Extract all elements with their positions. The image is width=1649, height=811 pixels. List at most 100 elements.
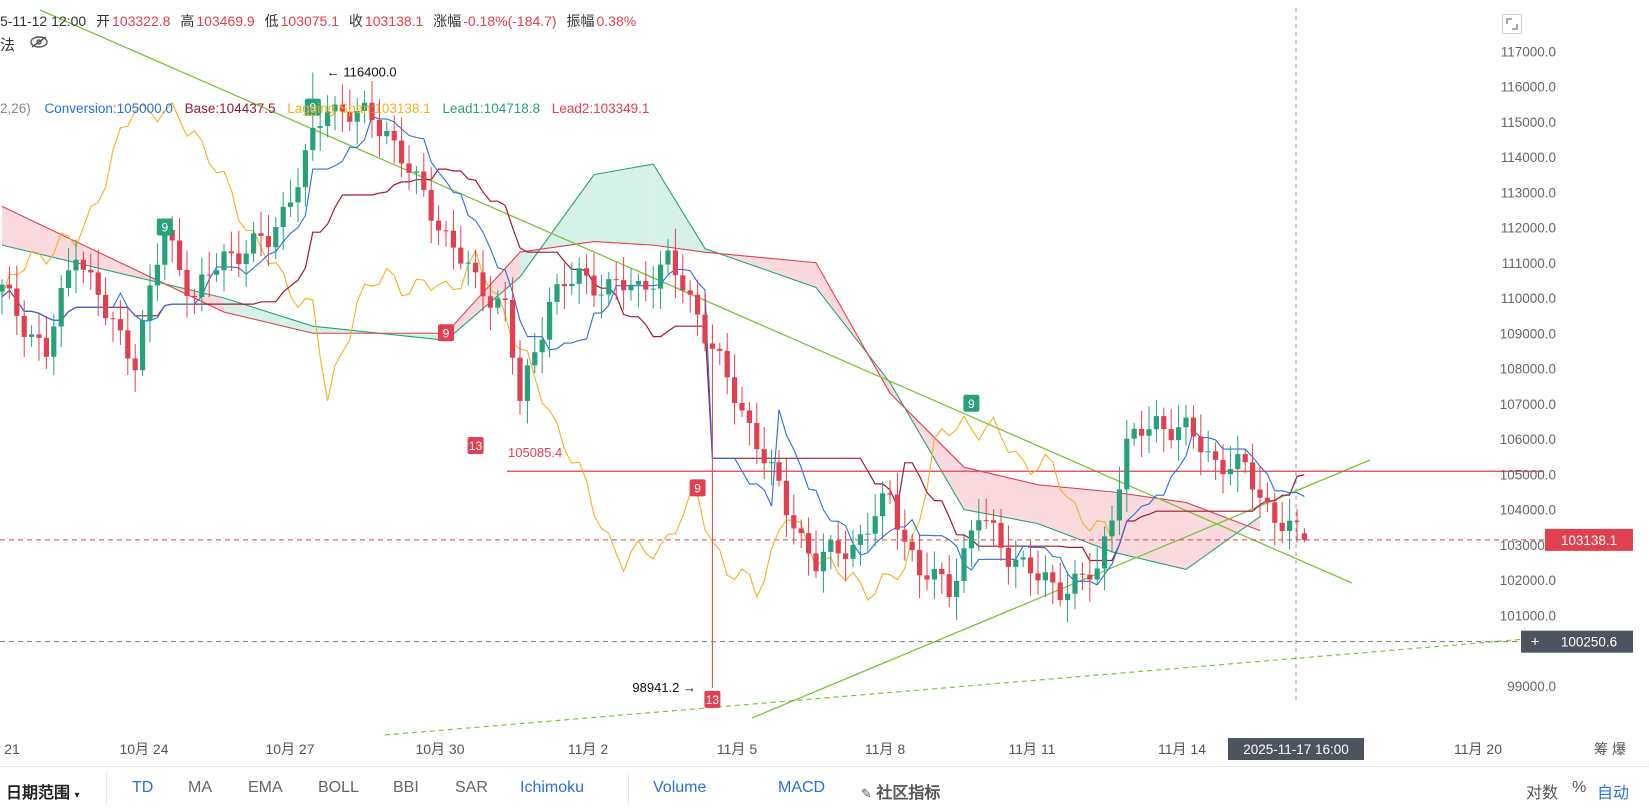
dashed-support-line	[384, 637, 1539, 736]
candle-body	[739, 402, 745, 411]
indicator-bbi[interactable]: BBI	[393, 779, 419, 796]
high-value: 103469.9	[196, 13, 255, 29]
candle-body	[162, 230, 168, 265]
low-marker-label: 98941.2 →	[632, 680, 696, 695]
indicator-boll[interactable]: BOLL	[318, 779, 359, 796]
candle-body	[702, 314, 708, 344]
candle-body	[665, 250, 671, 265]
candle-body	[798, 528, 804, 534]
td-badge	[689, 479, 706, 497]
candle-body	[1205, 451, 1211, 453]
candle-body	[917, 550, 923, 576]
candle-body	[1287, 520, 1293, 531]
fullscreen-button[interactable]	[1502, 14, 1522, 34]
y-tick-label: 117000.0	[1501, 44, 1556, 59]
indicator-sar[interactable]: SAR	[455, 779, 488, 796]
candle-body	[95, 272, 101, 295]
candle-body	[1087, 574, 1093, 580]
candle-body	[828, 540, 834, 552]
candle-body	[687, 290, 693, 295]
candle-body	[347, 111, 353, 122]
candle-body	[6, 284, 12, 289]
eye-hidden-icon[interactable]	[30, 36, 48, 48]
indicator-td[interactable]: TD	[132, 779, 154, 796]
price-chart[interactable]: 105085.4 9 9 9 13 9 9 13 ← 116400.0 98941.2 → 1170…	[0, 0, 1649, 766]
indicator-ma[interactable]: MA	[188, 779, 212, 796]
candle-body	[569, 283, 575, 287]
date-range-button[interactable]: 日期范围 ▾	[6, 779, 80, 803]
candle-body	[1235, 454, 1241, 470]
y-tick-label: 101000.0	[1500, 608, 1556, 623]
candle-body	[421, 171, 427, 190]
y-tick-label: 115000.0	[1501, 115, 1556, 130]
candle-body	[1005, 547, 1011, 567]
candle-body	[413, 171, 419, 173]
candle-body	[539, 339, 545, 353]
x-tick-label: 11月 20	[1454, 741, 1502, 757]
indicator-toolbar: 日期范围 ▾ TD MA EMA BOLL BBI SAR Ichimoku V…	[0, 766, 1649, 811]
candle-body	[709, 343, 715, 349]
candle-body	[783, 480, 789, 516]
candle-body	[998, 522, 1004, 548]
candle-body	[584, 268, 590, 276]
indicator-ichimoku[interactable]: Ichimoku	[520, 779, 585, 796]
amplitude-label: 振幅	[566, 13, 595, 29]
candle-body	[1301, 533, 1307, 540]
lead2-line	[1, 205, 1261, 532]
cloud-bear-segment	[964, 467, 1038, 524]
base-line	[1, 168, 1305, 562]
auto-scale-toggle[interactable]: 自动	[1597, 785, 1630, 802]
candle-body	[635, 280, 641, 285]
candle-body	[865, 533, 871, 535]
y-tick-label: 111000.0	[1502, 256, 1556, 271]
y-tick-label: 104000.0	[1500, 503, 1556, 518]
chevron-down-icon: ▾	[74, 790, 80, 801]
legend-base: Base:104437.5	[184, 101, 276, 116]
candle-body	[376, 120, 382, 137]
indicator-volume[interactable]: Volume	[653, 779, 707, 796]
y-tick-label: 112000.0	[1501, 221, 1556, 236]
candle-body	[946, 574, 952, 598]
indicator-ema[interactable]: EMA	[248, 779, 283, 796]
divider	[628, 773, 629, 805]
candle-body	[1242, 454, 1248, 463]
candle-body	[221, 251, 227, 271]
candle-body	[450, 230, 456, 248]
candle-body	[428, 189, 434, 221]
candle-body	[43, 337, 49, 357]
y-tick-label: 99000.0	[1507, 679, 1556, 694]
td-badge-label: 13	[706, 693, 720, 707]
x-tick-label: 10月 30	[415, 741, 464, 757]
candle-body	[547, 301, 553, 340]
candle-body	[51, 326, 57, 357]
log-scale-toggle[interactable]: 对数	[1526, 785, 1559, 802]
candle-body	[983, 520, 989, 522]
percent-scale-toggle[interactable]: %	[1572, 779, 1587, 796]
td-badge-label: 9	[161, 221, 168, 235]
candle-body	[880, 493, 886, 517]
indicator-macd[interactable]: MACD	[778, 779, 826, 796]
community-indicators-button[interactable]: ✎ 社区指标	[861, 779, 940, 803]
candle-body	[1035, 573, 1041, 581]
candle-body	[169, 230, 175, 241]
candle-body	[954, 580, 960, 598]
y-tick-label: 102000.0	[1500, 573, 1556, 588]
td-badge	[156, 218, 173, 236]
candle-body	[672, 250, 678, 276]
candle-body	[177, 240, 183, 271]
candle-body	[29, 334, 35, 337]
close-value: 103138.1	[364, 13, 424, 29]
cursor-time-tag	[1228, 738, 1364, 760]
candle-body	[443, 230, 449, 232]
candle-body	[265, 235, 271, 248]
y-tick-label: 116000.0	[1501, 80, 1556, 95]
candle-body	[621, 280, 627, 291]
candle-body	[480, 272, 486, 297]
candle-body	[317, 126, 323, 128]
candle-body	[1250, 462, 1256, 490]
candle-body	[495, 298, 501, 308]
y-tick-label: 113000.0	[1501, 185, 1556, 200]
candle-body	[1028, 557, 1034, 574]
candle-body	[154, 264, 160, 286]
td-badge-label: 9	[694, 481, 701, 495]
